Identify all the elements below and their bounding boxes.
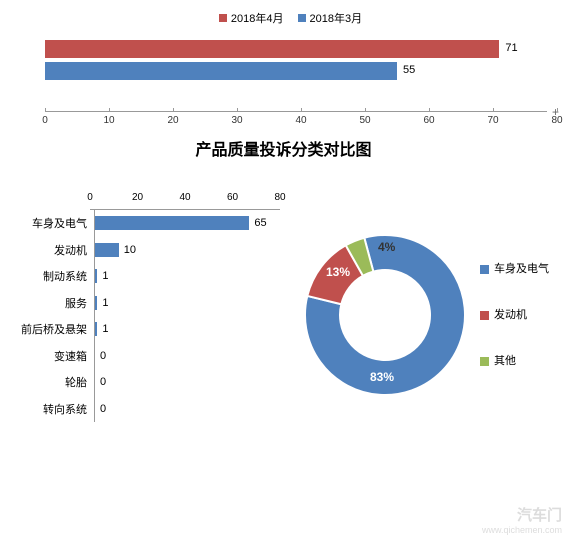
- donut-legend-item: 车身及电气: [480, 260, 549, 276]
- category-row: 服务 1: [15, 290, 295, 317]
- bar-value-label: 55: [403, 64, 415, 76]
- legend-swatch: [480, 311, 489, 320]
- comparison-bar: [45, 62, 397, 80]
- x-tick-label: 30: [231, 115, 242, 126]
- category-x-axis: 020406080: [90, 190, 280, 210]
- chart-title: 产品质量投诉分类对比图: [10, 136, 557, 160]
- watermark: 汽车门 www.qichemen.com: [482, 504, 562, 535]
- watermark-url: www.qichemen.com: [482, 525, 562, 535]
- x-axis: [45, 111, 547, 112]
- x-tick-label: 70: [487, 115, 498, 126]
- cat-tick-label: 40: [179, 192, 190, 203]
- category-value: 0: [100, 403, 106, 415]
- category-row: 轮胎 0: [15, 369, 295, 396]
- x-tick-mark: [365, 108, 366, 112]
- category-row: 前后桥及悬架 1: [15, 316, 295, 343]
- watermark-brand: 汽车门: [517, 507, 562, 524]
- category-row: 转向系统 0: [15, 396, 295, 423]
- category-bar: [95, 296, 97, 310]
- donut-chart: 83% 13% 4%: [300, 230, 470, 405]
- donut-pct-label: 4%: [378, 240, 395, 254]
- x-tick-label: 20: [167, 115, 178, 126]
- x-tick-mark: [493, 108, 494, 112]
- x-tick-mark: [301, 108, 302, 112]
- x-tick-mark: [557, 108, 558, 112]
- x-tick-label: 10: [103, 115, 114, 126]
- category-bar: [95, 243, 119, 257]
- legend-label: 车身及电气: [494, 263, 549, 275]
- category-value: 1: [102, 270, 108, 282]
- comparison-bar-chart: + 715501020304050607080: [10, 32, 557, 122]
- comparison-bar: [45, 40, 499, 58]
- category-name: 前后桥及悬架: [15, 321, 87, 337]
- cat-tick-label: 0: [87, 192, 93, 203]
- category-bar: [95, 322, 97, 336]
- top-legend: 2018年4月 2018年3月: [10, 10, 557, 26]
- bottom-section: 0 20 40 60 80 车身及电气 65 发动机 10 制动系统 1 服务 1 前后桥及悬架 1 变速箱…: [10, 190, 557, 500]
- x-tick-label: 50: [359, 115, 370, 126]
- category-name: 变速箱: [15, 348, 87, 364]
- category-name: 轮胎: [15, 374, 87, 390]
- bar-value-label: 71: [505, 42, 517, 54]
- legend-label: 2018年3月: [310, 13, 363, 25]
- category-value: 1: [102, 297, 108, 309]
- legend-swatch: [480, 265, 489, 274]
- legend-swatch: [480, 357, 489, 366]
- cat-tick-label: 20: [132, 192, 143, 203]
- x-tick-mark: [237, 108, 238, 112]
- category-value: 65: [254, 217, 266, 229]
- x-tick-label: 40: [295, 115, 306, 126]
- x-tick-label: 80: [551, 115, 562, 126]
- x-tick-mark: [173, 108, 174, 112]
- donut-pct-label: 83%: [370, 370, 394, 384]
- category-bar-chart: 0 20 40 60 80 车身及电气 65 发动机 10 制动系统 1 服务 1 前后桥及悬架 1 变速箱…: [15, 190, 295, 422]
- category-name: 车身及电气: [15, 215, 87, 231]
- category-name: 发动机: [15, 242, 87, 258]
- donut-legend: 车身及电气发动机其他: [480, 260, 549, 398]
- category-value: 1: [102, 323, 108, 335]
- category-bar: [95, 216, 249, 230]
- donut-pct-label: 13%: [326, 265, 350, 279]
- category-value: 0: [100, 376, 106, 388]
- x-tick-mark: [109, 108, 110, 112]
- category-row: 制动系统 1: [15, 263, 295, 290]
- x-tick-label: 60: [423, 115, 434, 126]
- x-tick-mark: [429, 108, 430, 112]
- category-value: 0: [100, 350, 106, 362]
- donut-legend-item: 发动机: [480, 306, 549, 322]
- x-tick-mark: [45, 108, 46, 112]
- legend-label: 其他: [494, 355, 516, 367]
- category-row: 车身及电气 65: [15, 210, 295, 237]
- x-tick-label: 0: [42, 115, 48, 126]
- category-name: 服务: [15, 295, 87, 311]
- legend-swatch: [219, 14, 227, 22]
- legend-swatch: [298, 14, 306, 22]
- cat-tick-label: 60: [227, 192, 238, 203]
- category-bar: [95, 269, 97, 283]
- category-value: 10: [124, 244, 136, 256]
- category-name: 制动系统: [15, 268, 87, 284]
- legend-label: 2018年4月: [231, 13, 284, 25]
- category-name: 转向系统: [15, 401, 87, 417]
- category-row: 变速箱 0: [15, 343, 295, 370]
- legend-label: 发动机: [494, 309, 527, 321]
- donut-legend-item: 其他: [480, 352, 549, 368]
- cat-tick-label: 80: [274, 192, 285, 203]
- category-row: 发动机 10: [15, 237, 295, 264]
